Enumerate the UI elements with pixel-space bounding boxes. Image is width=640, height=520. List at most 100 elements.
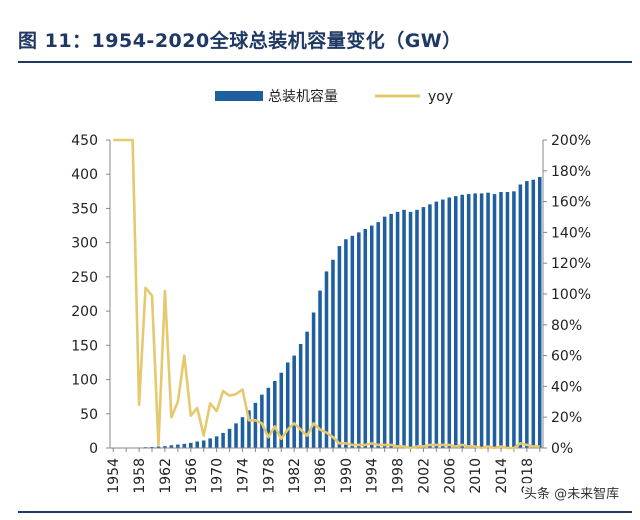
bar-1998 [395, 211, 400, 448]
bar-1999 [402, 209, 406, 448]
bar-2011 [479, 193, 484, 448]
bar-1960 [150, 446, 154, 448]
bar-2013 [492, 194, 497, 448]
bar-1965 [182, 443, 187, 448]
y-left-tick-label: 450 [71, 133, 98, 149]
y-right-tick-label: 40% [551, 379, 582, 395]
y-right-tick-label: 120% [551, 256, 591, 272]
bar-2014 [499, 192, 503, 448]
yoy-line [113, 138, 540, 450]
y-right-tick-label: 0% [551, 441, 573, 457]
x-tick-label: 1966 [184, 458, 200, 494]
x-tick-label: 1982 [287, 458, 303, 494]
bar-1978 [266, 387, 271, 448]
x-tick-label: 2006 [442, 458, 458, 494]
x-tick-label: 1958 [132, 458, 148, 494]
bar-2003 [428, 204, 432, 448]
bar-1974 [240, 417, 245, 448]
x-tick-label: 1998 [391, 458, 407, 494]
bar-1993 [363, 228, 368, 448]
y-left-tick-label: 100 [71, 373, 98, 389]
line-series [113, 138, 540, 450]
bar-2016 [512, 191, 516, 448]
bar-1982 [292, 355, 296, 448]
page-title: 图 11：1954-2020全球总装机容量变化（GW） [18, 30, 462, 52]
bar-1996 [382, 216, 387, 448]
bar-2004 [434, 201, 439, 448]
bar-1994 [369, 225, 374, 448]
bar-1963 [169, 445, 174, 448]
bar-2008 [460, 194, 464, 448]
tick-labels: 0 50 100 150 200 250 300 350 400 450 0% 20% 40% 60% 80… [71, 133, 591, 494]
bar-1986 [318, 290, 322, 448]
bar-1980 [279, 372, 284, 448]
bar-1970 [214, 436, 219, 448]
bar-1961 [156, 446, 161, 448]
x-tick-label: 2014 [494, 458, 510, 494]
bar-2007 [453, 196, 458, 448]
bottom-divider [18, 511, 632, 513]
bar-1983 [298, 343, 303, 448]
bar-2000 [408, 211, 413, 448]
y-left-tick-label: 200 [71, 304, 98, 320]
bar-1967 [195, 441, 200, 448]
bar-1973 [234, 423, 238, 448]
bar-1995 [376, 222, 380, 448]
bar-1979 [273, 380, 277, 448]
y-right-tick-label: 140% [551, 225, 591, 241]
bar-1987 [324, 271, 329, 448]
bar-2020 [537, 176, 542, 448]
bar-1975 [247, 410, 251, 448]
y-right-tick-label: 20% [551, 410, 582, 426]
bar-1991 [350, 235, 355, 448]
bar-2017 [518, 184, 523, 449]
legend-label-bar: 总装机容量 [268, 88, 338, 105]
y-left-tick-label: 150 [71, 338, 98, 354]
bar-2015 [505, 192, 510, 448]
bar-2002 [421, 207, 426, 448]
x-tick-label: 1990 [339, 458, 355, 494]
bar-1977 [260, 394, 264, 448]
x-tick-label: 1994 [365, 458, 381, 494]
bar-1964 [176, 444, 180, 448]
y-right-tick-label: 180% [551, 164, 591, 180]
bar-1984 [305, 331, 309, 448]
bar-2009 [466, 194, 471, 448]
y-right-tick-label: 160% [551, 195, 591, 211]
y-right-tick-label: 200% [551, 133, 591, 149]
x-tick-label: 2002 [416, 458, 432, 494]
bar-2005 [441, 199, 445, 448]
bar-2010 [473, 193, 477, 448]
bar-2018 [525, 181, 529, 448]
legend-label-line: yoy [428, 89, 453, 105]
chart-legend: 总装机容量 yoy [215, 88, 453, 105]
y-left-tick-label: 250 [71, 270, 98, 286]
x-tick-label: 1974 [235, 458, 251, 494]
x-tick-label: 1978 [261, 458, 277, 494]
y-right-tick-label: 60% [551, 349, 582, 365]
bar-1992 [357, 232, 361, 448]
bar-series [111, 176, 542, 449]
bar-1962 [163, 446, 167, 448]
watermark: 头条 @未来智库 [524, 483, 620, 502]
bar-2006 [447, 197, 452, 448]
bar-1966 [189, 442, 193, 448]
y-left-tick-label: 400 [71, 167, 98, 183]
chart-axes [106, 139, 547, 452]
x-tick-label: 2010 [468, 458, 484, 494]
title-divider [18, 61, 632, 63]
legend-swatch-bar [215, 91, 263, 101]
bar-1985 [311, 312, 316, 448]
y-left-tick-label: 350 [71, 201, 98, 217]
x-tick-label: 1962 [158, 458, 174, 494]
bar-1997 [389, 213, 393, 448]
bar-2019 [531, 179, 536, 448]
y-left-tick-label: 50 [80, 407, 98, 423]
bar-1988 [331, 259, 335, 448]
y-right-tick-label: 100% [551, 287, 591, 303]
bar-2012 [486, 192, 490, 448]
y-left-tick-label: 0 [89, 441, 98, 457]
bar-1969 [208, 438, 212, 448]
x-tick-label: 1954 [106, 458, 122, 494]
